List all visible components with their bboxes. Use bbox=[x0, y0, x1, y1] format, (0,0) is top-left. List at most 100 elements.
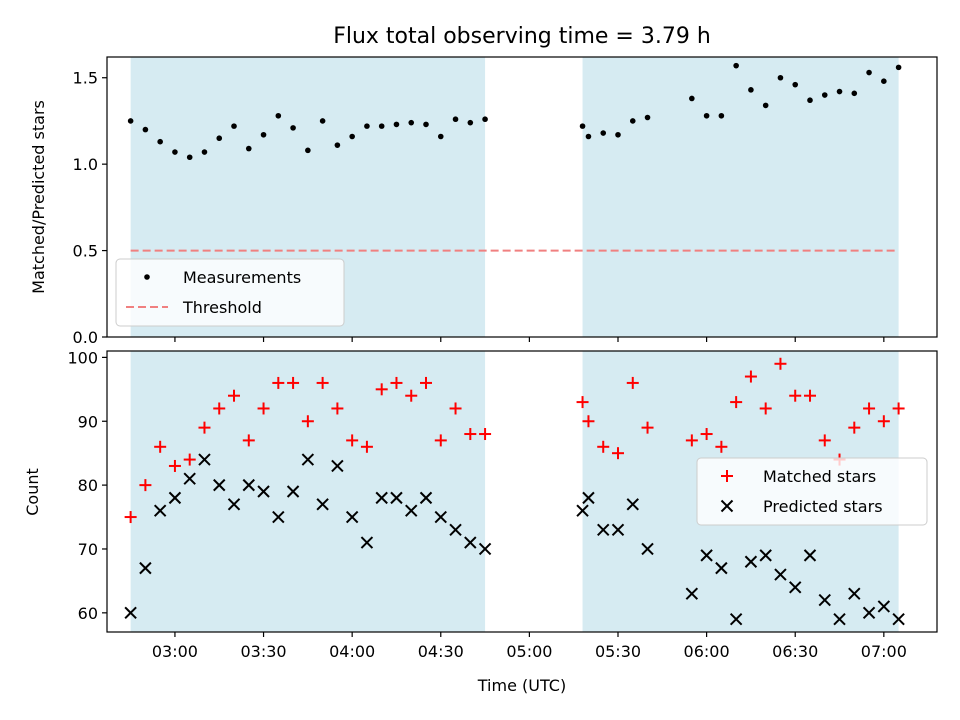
measurement-point bbox=[393, 121, 400, 128]
cross-b bbox=[848, 587, 861, 600]
predicted-star-point bbox=[419, 491, 433, 505]
predicted-star-point bbox=[360, 536, 374, 549]
cross-b bbox=[331, 459, 344, 473]
measurement-point bbox=[482, 116, 488, 123]
cross-b bbox=[715, 561, 728, 575]
matched-star-point bbox=[198, 421, 211, 434]
cross-b bbox=[700, 549, 713, 562]
cross-b bbox=[789, 581, 802, 594]
cross-b bbox=[434, 510, 447, 524]
legend-label-threshold: Threshold bbox=[182, 298, 262, 317]
predicted-star-point bbox=[316, 498, 329, 511]
predicted-star-point bbox=[390, 491, 403, 505]
measurement-point bbox=[260, 131, 267, 138]
matched-star-point bbox=[287, 376, 300, 389]
measurement-point bbox=[216, 135, 223, 142]
cross-b bbox=[257, 485, 270, 498]
cross-b bbox=[729, 613, 743, 626]
cross-b bbox=[419, 491, 433, 505]
measurement-point bbox=[172, 149, 178, 155]
x-axis-label: Time (UTC) bbox=[477, 676, 566, 695]
matched-star-point bbox=[818, 434, 831, 447]
matched-star-point bbox=[576, 396, 589, 409]
predicted-star-point bbox=[331, 459, 344, 473]
cross-b bbox=[478, 542, 492, 556]
cross-b bbox=[153, 504, 167, 517]
matched-star-point bbox=[272, 376, 285, 389]
x-tick-label: 06:00 bbox=[684, 642, 730, 661]
plot-frame bbox=[106, 350, 938, 633]
plot-frame bbox=[106, 56, 938, 338]
cross-b bbox=[449, 523, 462, 537]
measurement-point bbox=[423, 121, 429, 128]
measurement-point bbox=[157, 138, 163, 145]
legend-marker-predicted bbox=[720, 499, 734, 513]
predicted-star-point bbox=[286, 485, 300, 498]
cross-b bbox=[286, 485, 300, 498]
x-tick-label: 03:00 bbox=[152, 642, 198, 661]
predicted-star-point bbox=[818, 593, 831, 607]
predicted-star-point bbox=[478, 542, 492, 556]
predicted-star-point bbox=[375, 491, 388, 505]
bottom-legend: Matched stars Predicted stars bbox=[696, 457, 928, 526]
matched-star-point bbox=[700, 428, 713, 441]
predicted-star-point bbox=[227, 498, 241, 511]
measurement-point bbox=[807, 97, 813, 104]
predicted-star-point bbox=[301, 453, 315, 466]
predicted-star-point bbox=[848, 587, 861, 600]
predicted-star-point bbox=[685, 587, 699, 600]
measurement-point bbox=[748, 87, 754, 93]
matched-star-point bbox=[464, 428, 477, 441]
cross-b bbox=[744, 555, 758, 568]
top-axes: 0.0 0.5 1.0 1.5 bbox=[73, 56, 938, 347]
matched-star-point bbox=[154, 440, 167, 453]
predicted-star-point bbox=[449, 523, 462, 537]
cross-b bbox=[582, 491, 595, 505]
matched-star-point bbox=[641, 421, 654, 434]
predicted-star-point bbox=[744, 555, 758, 568]
predicted-star-point bbox=[700, 549, 713, 562]
matched-star-point bbox=[582, 415, 595, 428]
matched-star-point bbox=[168, 459, 181, 472]
y-tick-label: 1.5 bbox=[73, 69, 98, 88]
x-tick-label: 04:30 bbox=[418, 642, 464, 661]
legend-label-predicted: Predicted stars bbox=[763, 497, 883, 516]
y-tick-label: 90 bbox=[78, 412, 98, 431]
measurement-point bbox=[186, 154, 193, 161]
cross-b bbox=[301, 453, 315, 466]
predicted-star-point bbox=[715, 561, 728, 575]
y-tick-label: 1.0 bbox=[73, 155, 98, 174]
cross-b bbox=[720, 499, 734, 513]
y-tick-label: 100 bbox=[67, 348, 98, 367]
measurement-point bbox=[629, 118, 636, 124]
predicted-star-point bbox=[183, 472, 196, 485]
cross-b bbox=[316, 498, 329, 511]
matched-star-point bbox=[597, 440, 610, 453]
measurement-point bbox=[378, 123, 385, 129]
cross-b bbox=[833, 613, 846, 626]
predicted-star-point bbox=[168, 491, 182, 505]
matched-star-point bbox=[375, 383, 388, 396]
matched-star-point bbox=[331, 402, 344, 415]
measurement-point bbox=[703, 112, 710, 119]
predicted-star-point bbox=[611, 523, 625, 537]
count-points bbox=[124, 357, 905, 626]
measurement-point bbox=[305, 147, 311, 154]
measurement-point bbox=[408, 119, 415, 126]
y-tick-label: 70 bbox=[78, 540, 98, 559]
measurement-point bbox=[689, 95, 695, 102]
matched-star-point bbox=[626, 376, 639, 389]
legend-marker-matched bbox=[721, 470, 733, 482]
predicted-star-point bbox=[862, 606, 876, 620]
cross-b bbox=[139, 561, 152, 575]
top-y-axis-label: Matched/Predicted stars bbox=[29, 100, 48, 294]
cross-b bbox=[213, 478, 226, 492]
measurement-point bbox=[881, 78, 887, 84]
measurement-point bbox=[762, 102, 769, 109]
matched-star-point bbox=[360, 440, 373, 453]
matched-star-point bbox=[346, 434, 359, 447]
measurement-point bbox=[231, 123, 237, 129]
y-tick-label: 60 bbox=[78, 604, 98, 623]
predicted-star-point bbox=[242, 478, 255, 492]
matched-star-point bbox=[124, 511, 137, 524]
